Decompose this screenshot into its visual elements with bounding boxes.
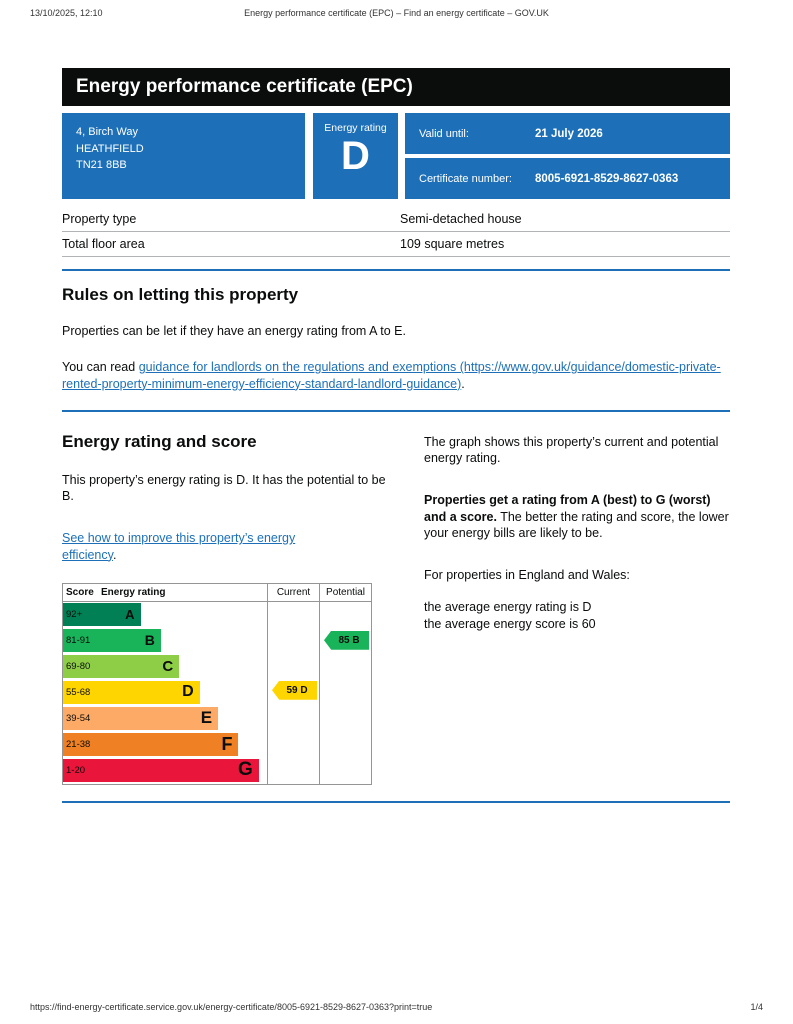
property-row: Property type Semi-detached house: [62, 207, 730, 232]
improve-efficiency-link[interactable]: See how to improve this property’s energ…: [62, 531, 296, 562]
summary-row: 4, Birch Way HEATHFIELD TN21 8BB Energy …: [62, 113, 730, 199]
certificate-number-box: Certificate number: 8005-6921-8529-8627-…: [405, 158, 730, 199]
epc-band-row-f: 21-38 F: [63, 732, 267, 758]
epc-band-score: 92+: [66, 608, 83, 620]
guidance-suffix: .: [461, 376, 465, 391]
address-line-3: TN21 8BB: [76, 159, 127, 171]
epc-header-rating: Energy rating: [101, 586, 166, 598]
epc-band-row-d: 55-68 D: [63, 680, 267, 706]
rules-heading: Rules on letting this property: [62, 285, 299, 304]
improve-suffix: .: [112, 547, 117, 562]
energy-rating-value: D: [341, 134, 370, 178]
epc-potential-column: Potential 85 B: [319, 583, 371, 784]
address-line-2: HEATHFIELD: [76, 142, 144, 155]
property-details-table: Property type Semi-detached house Total fl…: [62, 207, 730, 257]
energy-rating-chart: Score Energy rating 92+ A 81-91 B 69-80 C 55-6…: [62, 582, 372, 785]
banner-title: Energy performance certificate (EPC): [76, 76, 413, 97]
epc-band-bar-f: 21-38 F: [63, 732, 239, 756]
epc-band-row-e: 39-54 E: [63, 706, 267, 732]
epc-band-score: 21-38: [66, 738, 91, 750]
epc-band-row-g: 1-20 G: [63, 758, 267, 784]
property-row-value: Semi-detached house: [400, 212, 522, 226]
certificate-number-label: Certificate number:: [419, 172, 512, 185]
property-row: Total floor area 109 square metres: [62, 232, 730, 257]
landlord-guidance-link[interactable]: guidance for landlords on the regulation…: [62, 360, 721, 391]
rating-left-column: Energy rating and score This property’s …: [62, 432, 393, 785]
rating-summary-paragraph: This property’s energy rating is D. It h…: [62, 472, 386, 503]
address-box: 4, Birch Way HEATHFIELD TN21 8BB: [62, 113, 305, 199]
epc-band-letter: B: [144, 632, 155, 649]
guidance-prefix: You can read: [62, 360, 139, 375]
epc-band-row-a: 92+ A: [63, 602, 267, 628]
epc-band-score: 39-54: [66, 712, 91, 724]
print-footer: https://find-energy-certificate.service.…: [30, 1002, 763, 1012]
epc-band-bar-g: 1-20 G: [63, 758, 259, 782]
epc-band-score: 69-80: [66, 660, 91, 672]
rating-right-column: The graph shows this property’s current …: [424, 432, 730, 785]
section-divider: [62, 269, 730, 271]
epc-band-letter: G: [238, 759, 253, 781]
address-line-1: 4, Birch Way: [76, 126, 138, 138]
rating-section: Energy rating and score This property’s …: [62, 432, 730, 785]
epc-band-bar-a: 92+ A: [63, 602, 141, 626]
print-footer-page: 1/4: [750, 1002, 763, 1012]
epc-band-score: 1-20: [66, 764, 86, 776]
rules-paragraph: Properties can be let if they have an en…: [62, 324, 406, 338]
epc-band-score: 81-91: [66, 634, 91, 646]
potential-rating-marker: 85 B: [324, 630, 369, 650]
epc-band-letter: F: [221, 733, 233, 754]
rating-scale-rest: The better the rating and score, the low…: [424, 509, 729, 540]
epc-band-row-b: 81-91 B: [63, 628, 267, 654]
print-datetime: 13/10/2025, 12:10: [30, 8, 103, 18]
section-divider: [62, 409, 730, 412]
improve-paragraph: See how to improve this property’s energ…: [62, 530, 352, 563]
valid-until-value: 21 July 2026: [535, 127, 603, 140]
average-score-line: the average energy score is 60: [424, 616, 596, 631]
energy-rating-box: Energy rating D: [313, 113, 398, 199]
average-rating-line: the average energy rating is D: [424, 600, 592, 615]
property-row-label: Total floor area: [62, 237, 145, 251]
epc-band-bar-b: 81-91 B: [63, 628, 161, 652]
epc-band-letter: D: [182, 683, 194, 701]
epc-band-bar-d: 55-68 D: [63, 680, 200, 704]
epc-header-score: Score: [66, 586, 94, 598]
certificate-number-value: 8005-6921-8529-8627-0363: [535, 172, 679, 185]
print-page-title: Energy performance certificate (EPC) – F…: [244, 8, 549, 18]
epc-band-letter: E: [200, 708, 213, 728]
epc-current-column: Current 59 D: [267, 583, 319, 784]
valid-until-label: Valid until:: [419, 127, 469, 140]
property-row-value: 109 square metres: [400, 237, 505, 251]
epc-chart-grid: Score Energy rating 92+ A 81-91 B 69-80 C 55-6…: [63, 583, 371, 784]
energy-rating-label: Energy rating: [324, 122, 387, 134]
epc-band-letter: A: [125, 606, 135, 622]
epc-band-bar-e: 39-54 E: [63, 706, 219, 730]
epc-band-letter: C: [162, 657, 174, 675]
epc-chart-header: Score Energy rating: [63, 584, 267, 602]
graph-explainer-paragraph: The graph shows this property’s current …: [424, 434, 719, 465]
current-rating-marker: 59 D: [272, 680, 317, 700]
section-divider: [62, 800, 730, 803]
print-header: 13/10/2025, 12:10 Energy performance cer…: [30, 8, 763, 18]
epc-band-score: 55-68: [66, 686, 91, 698]
epc-band-bar-c: 69-80 C: [63, 654, 180, 678]
epc-header-current: Current: [268, 584, 319, 602]
print-footer-url: https://find-energy-certificate.service.…: [30, 1002, 433, 1012]
certificate-meta: Valid until: 21 July 2026 Certificate nu…: [405, 113, 730, 199]
epc-bands-area: Score Energy rating 92+ A 81-91 B 69-80 C 55-6…: [63, 584, 267, 784]
rating-scale-paragraph: Properties get a rating from A (best) to…: [424, 492, 730, 541]
guidance-paragraph: You can read guidance for landlords on t…: [62, 359, 730, 392]
property-row-label: Property type: [62, 212, 137, 226]
rating-heading: Energy rating and score: [62, 431, 257, 451]
epc-band-row-c: 69-80 C: [63, 654, 267, 680]
valid-until-box: Valid until: 21 July 2026: [405, 113, 730, 154]
epc-header-potential: Potential: [320, 584, 371, 602]
rating-scale-bold: Properties get a rating from A (best) to…: [424, 493, 711, 524]
certificate-content: Energy performance certificate (EPC) 4, …: [62, 68, 730, 803]
epc-band-rows: 92+ A 81-91 B 69-80 C 55-68 D 39-54 E 21-38 F 1-20 G: [63, 602, 267, 784]
epc-banner: Energy performance certificate (EPC): [62, 68, 730, 106]
england-wales-paragraph: For properties in England and Wales:: [424, 568, 630, 582]
